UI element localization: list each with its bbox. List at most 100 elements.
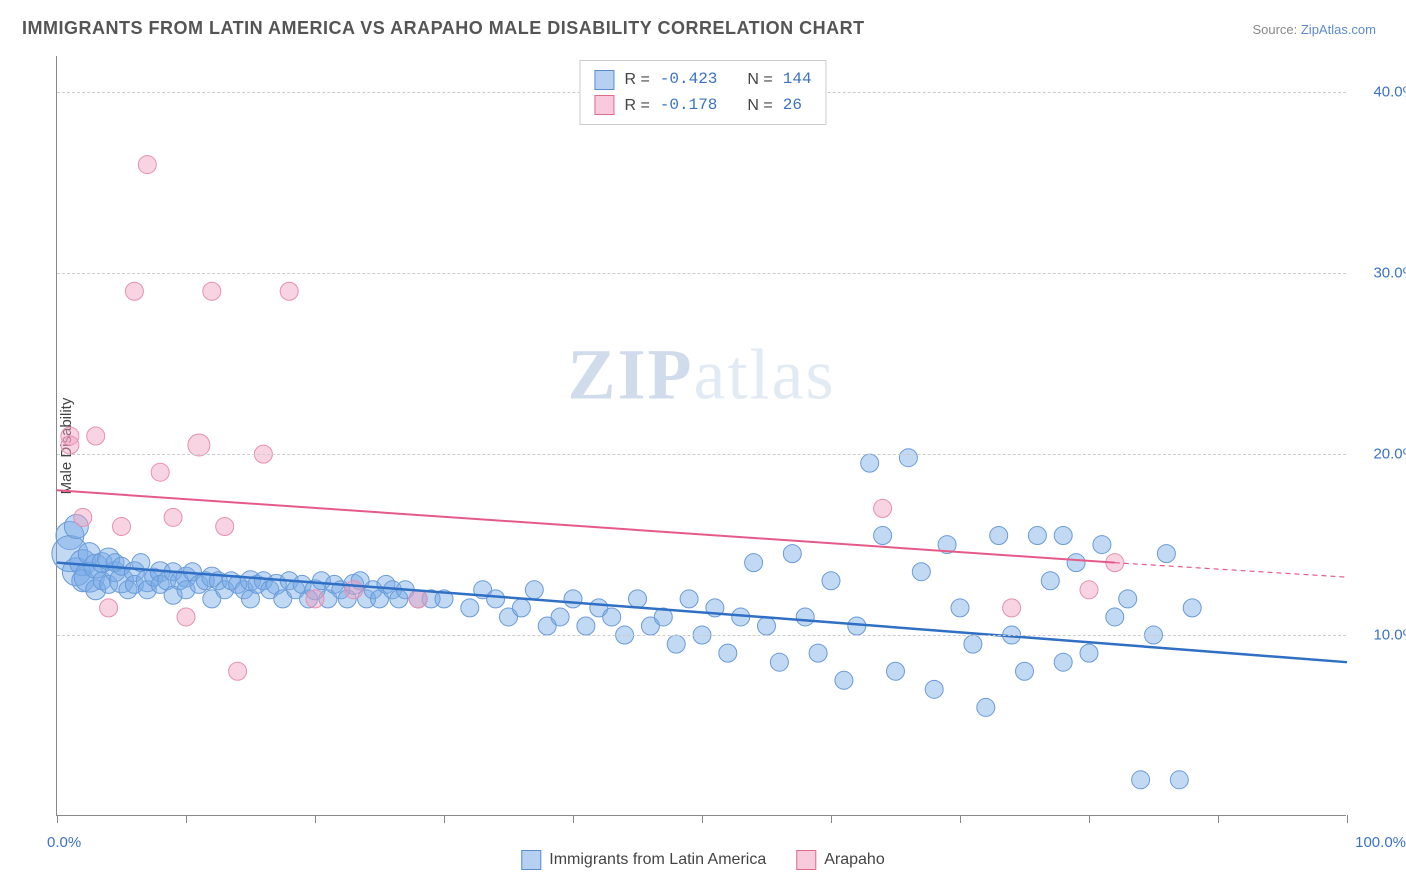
x-tick bbox=[573, 815, 574, 823]
scatter-point bbox=[216, 517, 234, 535]
scatter-point bbox=[203, 282, 221, 300]
scatter-point bbox=[1054, 527, 1072, 545]
scatter-point bbox=[680, 590, 698, 608]
scatter-point bbox=[229, 662, 247, 680]
scatter-point bbox=[977, 698, 995, 716]
scatter-point bbox=[345, 581, 363, 599]
source-credit: Source: ZipAtlas.com bbox=[1252, 22, 1376, 37]
x-tick bbox=[960, 815, 961, 823]
scatter-point bbox=[887, 662, 905, 680]
y-tick-label: 40.0% bbox=[1373, 84, 1406, 101]
x-tick bbox=[57, 815, 58, 823]
scatter-point bbox=[1157, 545, 1175, 563]
r-label: R = bbox=[624, 93, 649, 119]
scatter-point bbox=[1170, 771, 1188, 789]
scatter-point bbox=[74, 508, 92, 526]
scatter-point bbox=[1080, 581, 1098, 599]
x-tick bbox=[444, 815, 445, 823]
scatter-point bbox=[1132, 771, 1150, 789]
scatter-point bbox=[629, 590, 647, 608]
legend-swatch bbox=[594, 95, 614, 115]
scatter-point bbox=[1016, 662, 1034, 680]
scatter-point bbox=[1054, 653, 1072, 671]
gridline-h bbox=[57, 273, 1346, 274]
scatter-point bbox=[1028, 527, 1046, 545]
trend-line bbox=[57, 563, 1347, 663]
source-link[interactable]: ZipAtlas.com bbox=[1301, 22, 1376, 37]
scatter-point bbox=[667, 635, 685, 653]
scatter-point bbox=[188, 434, 210, 456]
scatter-point bbox=[783, 545, 801, 563]
scatter-point bbox=[874, 527, 892, 545]
scatter-point bbox=[177, 608, 195, 626]
scatter-point bbox=[151, 463, 169, 481]
scatter-point bbox=[306, 590, 324, 608]
scatter-point bbox=[758, 617, 776, 635]
y-tick-label: 20.0% bbox=[1373, 446, 1406, 463]
gridline-h bbox=[57, 454, 1346, 455]
scatter-point bbox=[835, 671, 853, 689]
scatter-point bbox=[796, 608, 814, 626]
n-label: N = bbox=[747, 93, 772, 119]
scatter-point bbox=[138, 156, 156, 174]
x-tick bbox=[1347, 815, 1348, 823]
r-value: -0.178 bbox=[660, 93, 718, 119]
x-axis-min-label: 0.0% bbox=[47, 834, 81, 851]
scatter-point bbox=[125, 282, 143, 300]
scatter-point bbox=[61, 436, 79, 454]
scatter-point bbox=[512, 599, 530, 617]
x-axis-max-label: 100.0% bbox=[1355, 834, 1406, 851]
scatter-point bbox=[409, 590, 427, 608]
x-tick bbox=[702, 815, 703, 823]
x-tick bbox=[831, 815, 832, 823]
scatter-point bbox=[912, 563, 930, 581]
legend-row: R =-0.423N =144 bbox=[594, 67, 811, 93]
y-tick-label: 30.0% bbox=[1373, 265, 1406, 282]
scatter-point bbox=[87, 427, 105, 445]
scatter-point bbox=[551, 608, 569, 626]
scatter-point bbox=[1067, 554, 1085, 572]
series-legend: Immigrants from Latin America Arapaho bbox=[521, 850, 884, 870]
scatter-point bbox=[861, 454, 879, 472]
scatter-point bbox=[564, 590, 582, 608]
scatter-point bbox=[770, 653, 788, 671]
scatter-point bbox=[280, 282, 298, 300]
legend-label: Arapaho bbox=[824, 851, 885, 869]
legend-swatch bbox=[521, 850, 541, 870]
scatter-point bbox=[874, 499, 892, 517]
gridline-h bbox=[57, 635, 1346, 636]
scatter-point bbox=[487, 590, 505, 608]
legend-label: Immigrants from Latin America bbox=[549, 851, 766, 869]
scatter-point bbox=[461, 599, 479, 617]
scatter-point bbox=[951, 599, 969, 617]
scatter-point bbox=[745, 554, 763, 572]
scatter-point bbox=[1183, 599, 1201, 617]
scatter-point bbox=[990, 527, 1008, 545]
y-tick-label: 10.0% bbox=[1373, 627, 1406, 644]
scatter-point bbox=[1119, 590, 1137, 608]
scatter-point bbox=[964, 635, 982, 653]
scatter-point bbox=[113, 517, 131, 535]
scatter-point bbox=[164, 508, 182, 526]
scatter-point bbox=[809, 644, 827, 662]
scatter-point bbox=[822, 572, 840, 590]
x-tick bbox=[315, 815, 316, 823]
scatter-point bbox=[1106, 608, 1124, 626]
source-label: Source: bbox=[1252, 22, 1300, 37]
scatter-point bbox=[525, 581, 543, 599]
n-value: 144 bbox=[783, 67, 812, 93]
x-tick bbox=[1218, 815, 1219, 823]
legend-row: R =-0.178N = 26 bbox=[594, 93, 811, 119]
scatter-point bbox=[603, 608, 621, 626]
legend-swatch bbox=[796, 850, 816, 870]
scatter-point bbox=[719, 644, 737, 662]
r-label: R = bbox=[624, 67, 649, 93]
scatter-point bbox=[1093, 536, 1111, 554]
n-label: N = bbox=[747, 67, 772, 93]
scatter-point bbox=[1041, 572, 1059, 590]
chart-title: IMMIGRANTS FROM LATIN AMERICA VS ARAPAHO… bbox=[22, 18, 865, 39]
legend-swatch bbox=[594, 70, 614, 90]
scatter-point bbox=[899, 449, 917, 467]
scatter-svg bbox=[57, 56, 1346, 815]
trend-line-ext bbox=[1115, 563, 1347, 577]
